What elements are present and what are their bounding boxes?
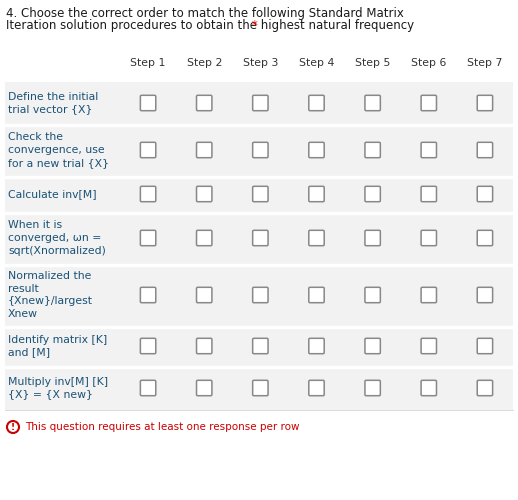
Text: Identify matrix [K]
and [M]: Identify matrix [K] and [M] [8,334,107,357]
Text: Step 5: Step 5 [355,58,391,68]
FancyBboxPatch shape [140,288,156,302]
Bar [5,326,513,366]
FancyBboxPatch shape [196,230,212,246]
FancyBboxPatch shape [365,380,380,396]
Text: Step 6: Step 6 [411,58,447,68]
FancyBboxPatch shape [309,96,324,110]
Text: 4. Choose the correct order to match the following Standard Matrix: 4. Choose the correct order to match the… [6,7,404,20]
FancyBboxPatch shape [196,186,212,202]
Bar [5,212,513,264]
Text: !: ! [11,423,15,432]
Bar [5,366,513,410]
FancyBboxPatch shape [477,186,493,202]
FancyBboxPatch shape [253,380,268,396]
Text: Calculate inv[M]: Calculate inv[M] [8,189,97,199]
FancyBboxPatch shape [196,142,212,158]
FancyBboxPatch shape [253,288,268,302]
Text: Multiply inv[M] [K]
{X} = {X new}: Multiply inv[M] [K] {X} = {X new} [8,376,108,400]
Text: Step 7: Step 7 [467,58,502,68]
Text: Iteration solution procedures to obtain the highest natural frequency: Iteration solution procedures to obtain … [6,19,414,32]
Bar [5,82,513,124]
FancyBboxPatch shape [140,230,156,246]
FancyBboxPatch shape [140,380,156,396]
Bar [5,176,513,212]
FancyBboxPatch shape [253,96,268,110]
FancyBboxPatch shape [365,230,380,246]
FancyBboxPatch shape [477,96,493,110]
FancyBboxPatch shape [477,142,493,158]
FancyBboxPatch shape [196,338,212,353]
Text: This question requires at least one response per row: This question requires at least one resp… [25,422,299,432]
FancyBboxPatch shape [421,380,437,396]
FancyBboxPatch shape [309,338,324,353]
FancyBboxPatch shape [140,142,156,158]
FancyBboxPatch shape [477,288,493,302]
FancyBboxPatch shape [421,96,437,110]
FancyBboxPatch shape [253,338,268,353]
FancyBboxPatch shape [421,338,437,353]
FancyBboxPatch shape [421,288,437,302]
FancyBboxPatch shape [477,338,493,353]
FancyBboxPatch shape [365,96,380,110]
FancyBboxPatch shape [196,288,212,302]
FancyBboxPatch shape [477,230,493,246]
Text: Step 4: Step 4 [299,58,334,68]
FancyBboxPatch shape [421,142,437,158]
FancyBboxPatch shape [309,380,324,396]
Text: Define the initial
trial vector {X}: Define the initial trial vector {X} [8,92,98,114]
FancyBboxPatch shape [421,186,437,202]
FancyBboxPatch shape [365,338,380,353]
FancyBboxPatch shape [253,186,268,202]
FancyBboxPatch shape [309,186,324,202]
FancyBboxPatch shape [365,288,380,302]
FancyBboxPatch shape [477,380,493,396]
FancyBboxPatch shape [140,186,156,202]
Text: Check the
convergence, use
for a new trial {X}: Check the convergence, use for a new tri… [8,132,109,168]
Bar [5,264,513,326]
FancyBboxPatch shape [309,230,324,246]
Text: When it is
converged, ωn =
sqrt(Xnormalized): When it is converged, ωn = sqrt(Xnormali… [8,220,106,256]
Text: Step 1: Step 1 [131,58,166,68]
FancyBboxPatch shape [365,186,380,202]
FancyBboxPatch shape [365,142,380,158]
FancyBboxPatch shape [140,96,156,110]
FancyBboxPatch shape [253,142,268,158]
FancyBboxPatch shape [309,288,324,302]
FancyBboxPatch shape [140,338,156,353]
Text: Step 3: Step 3 [242,58,278,68]
FancyBboxPatch shape [421,230,437,246]
FancyBboxPatch shape [196,96,212,110]
FancyBboxPatch shape [309,142,324,158]
Bar [5,124,513,176]
Text: Step 2: Step 2 [186,58,222,68]
Text: *: * [252,19,258,32]
Text: Normalized the
result
{Xnew}/largest
Xnew: Normalized the result {Xnew}/largest Xne… [8,271,93,319]
FancyBboxPatch shape [196,380,212,396]
FancyBboxPatch shape [253,230,268,246]
